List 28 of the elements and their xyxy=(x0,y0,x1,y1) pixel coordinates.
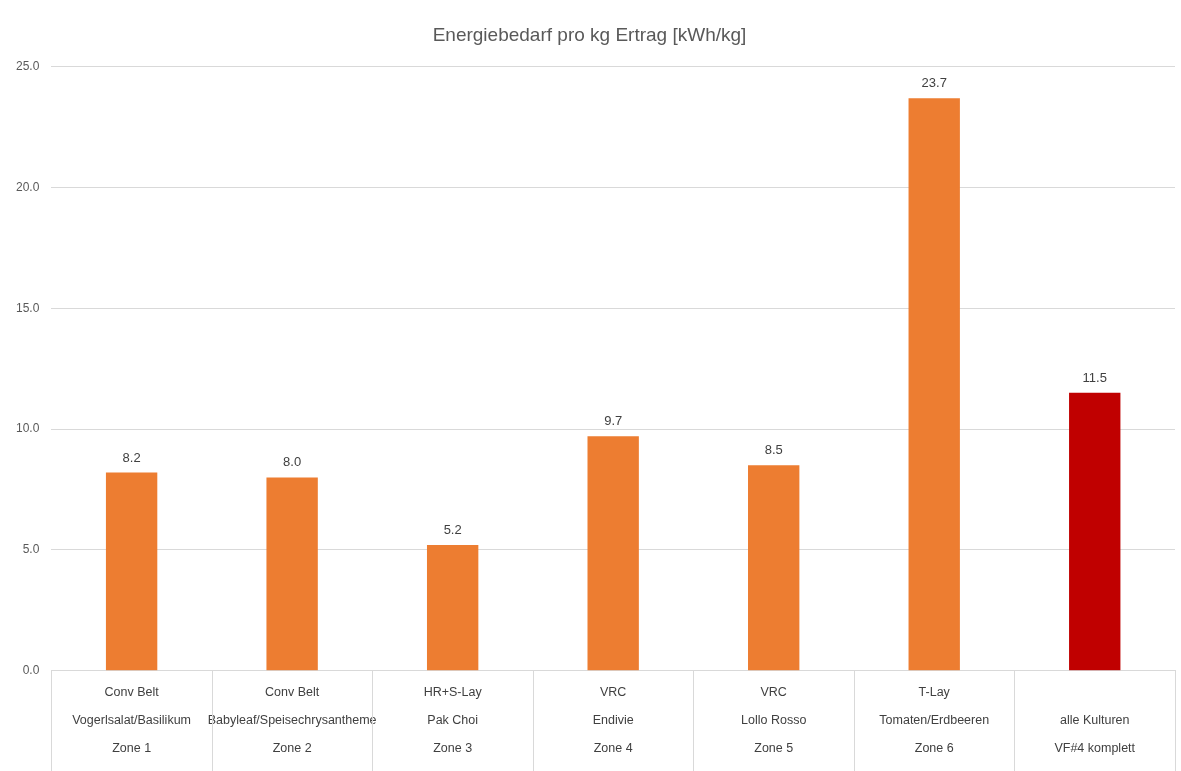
y-tick-label: 25.0 xyxy=(16,59,40,74)
y-tick-label: 15.0 xyxy=(16,300,40,315)
y-tick-label: 20.0 xyxy=(16,179,40,194)
y-tick-label: 0.0 xyxy=(22,662,40,677)
x-tick-label: alle Kulturen VF#4 komplett xyxy=(1054,713,1136,756)
bar xyxy=(587,436,639,671)
data-label: 23.7 xyxy=(921,75,947,91)
data-label: 8.5 xyxy=(764,442,783,458)
bar xyxy=(748,465,800,671)
y-tick-label: 5.0 xyxy=(22,542,40,557)
x-tick-label: VRC Endivie Zone 4 xyxy=(592,685,634,756)
x-tick-label: Conv Belt Babyleaf/Speisechrysantheme Zone 2 xyxy=(207,685,377,756)
x-tick-label: VRC Lollo Rosso Zone 5 xyxy=(741,685,807,756)
x-tick-label: T-Lay Tomaten/Erdbeeren Zone 6 xyxy=(879,685,990,756)
y-tick-label: 10.0 xyxy=(16,421,40,436)
x-tick-label: HR+S-Lay Pak Choi Zone 3 xyxy=(423,685,483,756)
bar xyxy=(908,98,960,671)
x-tick-label: Conv Belt Vogerlsalat/Basilikum Zone 1 xyxy=(72,685,192,756)
data-label: 8.2 xyxy=(122,449,141,465)
bar xyxy=(1069,392,1121,671)
bar xyxy=(426,545,479,671)
data-label: 11.5 xyxy=(1082,369,1107,385)
chart-title: Energiebedarf pro kg Ertrag [kWh/kg] xyxy=(432,23,747,45)
data-label: 9.7 xyxy=(604,413,623,429)
data-label: 8.0 xyxy=(283,454,302,470)
bar xyxy=(266,477,318,671)
bar xyxy=(105,472,158,671)
data-label: 5.2 xyxy=(443,522,462,538)
